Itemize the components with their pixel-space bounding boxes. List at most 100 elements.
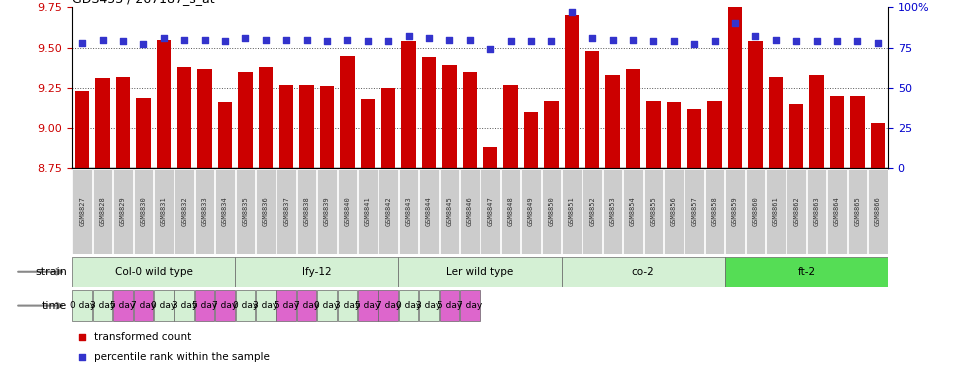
Point (95, 37, 110, 42)
Text: 7 day: 7 day (457, 301, 483, 310)
Text: GSM8827: GSM8827 (79, 197, 85, 226)
Point (748, 33, 763, 39)
Bar (340, 56, 354, 168)
Point (686, 41, 702, 47)
Text: GSM8845: GSM8845 (446, 197, 452, 226)
Text: time: time (42, 300, 67, 311)
Bar (136, 97, 151, 168)
Text: GSM8840: GSM8840 (345, 197, 350, 226)
Text: ft-2: ft-2 (798, 267, 815, 277)
Point (585, 35, 600, 41)
Bar (320, 86, 334, 168)
Text: 0 day: 0 day (69, 301, 95, 310)
Text: GSM8857: GSM8857 (691, 197, 697, 226)
Bar (769, 76, 783, 168)
Bar (195, 169, 214, 254)
Bar (460, 169, 480, 254)
Text: GSM8833: GSM8833 (202, 197, 207, 226)
Bar (195, 290, 214, 321)
Bar (133, 169, 154, 254)
Point (421, 35, 437, 41)
Bar (238, 72, 252, 168)
Text: GDS453 / 267187_s_at: GDS453 / 267187_s_at (72, 0, 215, 5)
Text: 5 day: 5 day (110, 301, 135, 310)
Point (707, 38, 722, 44)
Point (75, 40, 90, 46)
Bar (338, 290, 357, 321)
Text: 3 day: 3 day (90, 301, 115, 310)
Bar (748, 41, 762, 168)
Bar (460, 290, 480, 321)
Bar (177, 67, 191, 168)
Text: GSM8847: GSM8847 (488, 197, 493, 226)
Bar (338, 169, 357, 254)
Bar (728, 3, 742, 168)
Bar (279, 85, 294, 168)
Point (728, 20, 743, 26)
Bar (235, 169, 255, 254)
Point (115, 38, 131, 44)
Bar (258, 67, 273, 168)
Bar (276, 169, 296, 254)
Point (442, 37, 457, 42)
Bar (401, 41, 416, 168)
Point (523, 38, 539, 44)
Bar (806, 169, 827, 254)
Bar (317, 169, 337, 254)
Bar (256, 290, 276, 321)
Text: 7 day: 7 day (375, 301, 401, 310)
Bar (603, 169, 622, 254)
Text: lfy-12: lfy-12 (302, 267, 331, 277)
Point (666, 38, 682, 44)
Bar (443, 65, 457, 168)
Point (870, 40, 885, 46)
Text: 7 day: 7 day (212, 301, 238, 310)
Point (483, 46, 498, 52)
Bar (851, 96, 865, 168)
Bar (276, 290, 296, 321)
Text: 5 day: 5 day (274, 301, 299, 310)
Text: percentile rank within the sample: percentile rank within the sample (93, 352, 270, 362)
Bar (664, 169, 684, 254)
Text: 3 day: 3 day (172, 301, 197, 310)
Bar (809, 75, 824, 168)
Bar (868, 169, 888, 254)
Text: 0 day: 0 day (232, 301, 258, 310)
Point (768, 37, 783, 42)
Bar (503, 85, 517, 168)
Bar (828, 169, 847, 254)
Bar (113, 290, 132, 321)
Text: GSM8834: GSM8834 (222, 197, 228, 226)
Bar (420, 169, 439, 254)
Text: 3 day: 3 day (417, 301, 442, 310)
Bar (646, 101, 660, 168)
Bar (297, 290, 317, 321)
Bar (113, 169, 132, 254)
Bar (381, 88, 396, 168)
Bar (154, 290, 174, 321)
Bar (440, 169, 459, 254)
Bar (154, 169, 174, 254)
Bar (786, 169, 806, 254)
Point (360, 38, 375, 44)
Point (646, 38, 661, 44)
Text: GSM8852: GSM8852 (589, 197, 595, 226)
Text: GSM8861: GSM8861 (773, 197, 779, 226)
Bar (218, 102, 232, 168)
Bar (378, 169, 398, 254)
Bar (708, 101, 722, 168)
Bar (521, 169, 540, 254)
Point (503, 38, 518, 44)
Point (197, 37, 212, 42)
Text: GSM8851: GSM8851 (568, 197, 575, 226)
Text: GSM8831: GSM8831 (161, 197, 167, 226)
Text: 7 day: 7 day (131, 301, 156, 310)
Point (462, 37, 477, 42)
Text: GSM8837: GSM8837 (283, 197, 289, 226)
Bar (175, 290, 194, 321)
Bar (483, 147, 497, 168)
Text: 3 day: 3 day (335, 301, 360, 310)
Point (829, 38, 845, 44)
Point (850, 38, 865, 44)
Text: 0 day: 0 day (314, 301, 340, 310)
